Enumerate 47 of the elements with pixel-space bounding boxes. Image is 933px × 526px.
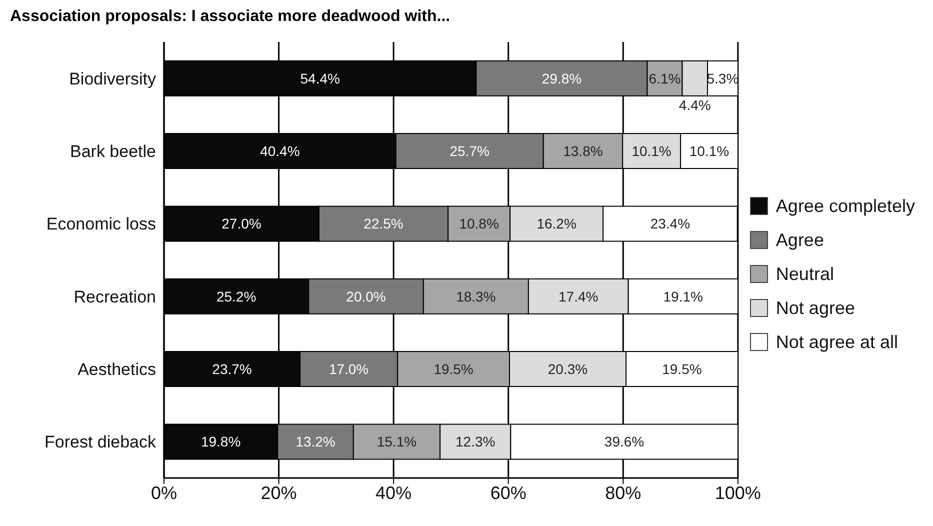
data-label: 13.8% [563, 143, 603, 160]
x-tick-label: 20% [260, 482, 297, 503]
data-label: 17.4% [558, 288, 598, 304]
data-label: 4.4% [678, 96, 711, 113]
legend-label: Neutral [776, 264, 834, 284]
data-label: 25.7% [450, 143, 490, 160]
data-label: 22.5% [364, 216, 404, 232]
data-label: 17.0% [328, 361, 369, 378]
text: Not agree at all [776, 332, 898, 352]
y-tick-label: Bark beetle [70, 142, 156, 162]
x-tick-label: 100% [714, 482, 761, 503]
data-label: 13.2% [296, 434, 336, 450]
x-tick-label: 60% [490, 482, 526, 503]
data-label: 10.8% [459, 216, 499, 232]
data-label: 20.3% [548, 361, 588, 378]
y-tick-label: Economic loss [46, 214, 156, 234]
x-tick-label: 80% [605, 482, 642, 503]
data-label: 19.1% [663, 288, 703, 304]
chart-title: Association proposals: I associate more deadwood with... [9, 8, 452, 27]
y-tick-label: Aesthetics [78, 360, 156, 380]
data-label: 10.1% [689, 143, 730, 160]
y-tick-label: Recreation [74, 287, 156, 306]
data-label: 12.3% [456, 434, 496, 450]
data-label: 19.5% [434, 361, 474, 378]
data-label: 19.8% [200, 434, 241, 450]
data-label: 18.3% [456, 288, 496, 304]
data-label: 40.4% [260, 143, 300, 160]
data-label: 23.7% [212, 361, 252, 378]
x-tick-label: 0% [150, 482, 178, 503]
data-label: 39.6% [604, 434, 644, 450]
legend-label: Agree completely [776, 196, 915, 216]
legend-label: Agree [776, 230, 824, 250]
data-label: 6.1% [648, 70, 681, 86]
y-tick-label: Biodiversity [69, 69, 156, 88]
x-tick-label: 40% [376, 482, 412, 503]
data-label: 29.8% [542, 70, 582, 86]
data-label: 27.0% [222, 216, 262, 232]
data-label: 23.4% [650, 216, 690, 232]
data-label: 25.2% [216, 288, 256, 304]
legend-label: Not agree [776, 298, 855, 318]
data-label: 15.1% [376, 434, 417, 450]
data-label: 10.1% [632, 143, 672, 160]
y-tick-label: Forest dieback [44, 432, 156, 452]
data-label: 54.4% [300, 70, 340, 86]
data-label: 19.5% [662, 361, 702, 378]
data-label: 16.2% [536, 216, 576, 232]
data-label: 20.0% [346, 288, 386, 304]
